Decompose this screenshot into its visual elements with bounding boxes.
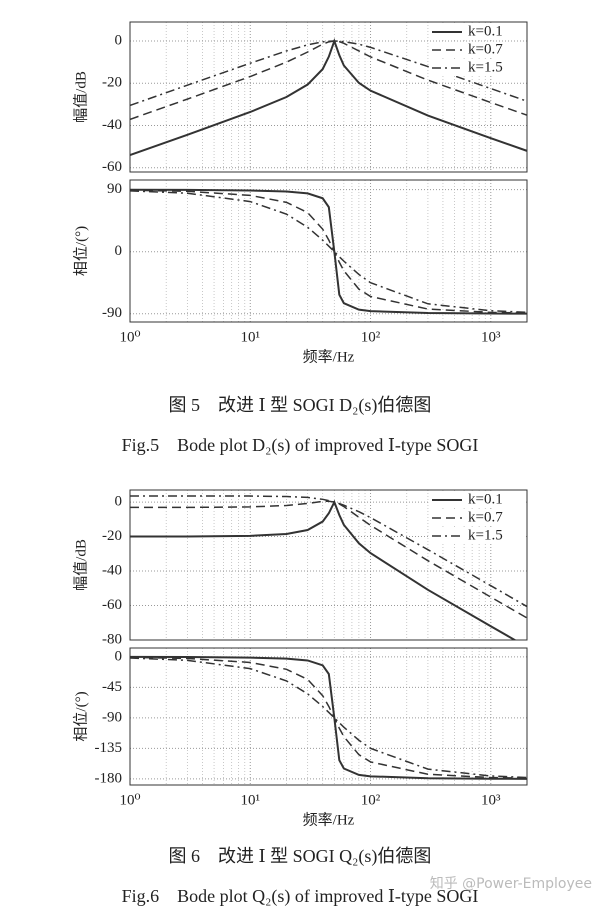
y-tick-label: -80 — [102, 631, 122, 647]
y-tick-label: 0 — [115, 243, 123, 259]
y-tick-label: 90 — [107, 181, 122, 197]
legend-bg — [429, 528, 525, 544]
legend-label: k=0.7 — [468, 509, 503, 525]
x-axis-label: 频率/Hz — [303, 348, 355, 365]
y-tick-label: -60 — [102, 159, 122, 175]
series-line — [130, 40, 527, 121]
plot-frame — [129, 179, 528, 323]
plot: 10⁰ 10¹ 10² 10³ 0 -45 -90 -135 -180 相位/(°) 频率/Hz — [72, 647, 528, 828]
y-tick-label: 0 — [115, 32, 123, 48]
x-tick-label: 10⁰ — [119, 792, 140, 808]
plot: 10⁰ 10¹ 10² 10³ 90 0 -90 相位/(°) 频率/Hz — [72, 179, 528, 365]
y-axis-label: 幅值/dB — [72, 539, 89, 591]
plot-frame — [129, 21, 528, 173]
series-line — [130, 495, 527, 608]
plot-frame — [129, 489, 528, 641]
y-tick-label: 0 — [115, 648, 123, 664]
y-axis-label: 相位/(°) — [72, 226, 89, 276]
legend-label: k=0.7 — [468, 41, 503, 57]
x-tick-label: 10¹ — [241, 329, 261, 345]
legend-bg — [429, 510, 525, 526]
caption-cn: 图 5 改进 Ⅰ 型 SOGI D₂(s)伯德图 — [169, 395, 432, 416]
y-axis-label: 相位/(°) — [72, 691, 89, 741]
y-tick-label: -45 — [102, 679, 122, 695]
y-tick-label: -60 — [102, 597, 122, 613]
legend-label: k=0.1 — [468, 23, 503, 39]
watermark: 知乎 @Power-Employee — [430, 875, 592, 892]
y-tick-label: -40 — [102, 117, 122, 133]
x-tick-label: 10¹ — [241, 792, 261, 808]
legend-bg — [429, 24, 525, 40]
legend-label: k=0.1 — [468, 491, 503, 507]
y-tick-label: -40 — [102, 562, 122, 578]
y-tick-label: -180 — [95, 770, 123, 786]
y-tick-label: 0 — [115, 494, 123, 510]
x-tick-label: 10² — [361, 329, 381, 345]
legend-bg — [429, 42, 525, 58]
y-tick-label: -20 — [102, 75, 122, 91]
x-tick-label: 10³ — [481, 329, 501, 345]
plot-frame — [129, 647, 528, 786]
y-axis-label: 幅值/dB — [72, 71, 89, 123]
legend-label: k=1.5 — [468, 59, 503, 75]
x-tick-label: 10³ — [481, 792, 501, 808]
legend-label: k=1.5 — [468, 527, 503, 543]
series-line — [130, 190, 527, 314]
y-tick-label: -20 — [102, 528, 122, 544]
legend-bg — [429, 492, 525, 508]
x-tick-label: 10² — [361, 792, 381, 808]
series-line — [130, 189, 527, 314]
plot: 0 -20 -40 -60 -80 幅值/dB k=0.1 k=0.7 k=1.5 — [72, 489, 528, 647]
x-axis-label: 频率/Hz — [303, 811, 355, 828]
series-line — [130, 656, 527, 779]
y-tick-label: -90 — [102, 709, 122, 725]
plot: 0 -20 -40 -60 幅值/dB k=0.1 k=0.7 k=1.5 — [72, 21, 528, 175]
series-line — [130, 657, 527, 779]
caption-cn: 图 6 改进 Ⅰ 型 SOGI Q₂(s)伯德图 — [169, 846, 432, 867]
y-tick-label: -90 — [102, 305, 122, 321]
caption-en: Fig.5 Bode plot D₂(s) of improved Ⅰ-type… — [122, 435, 479, 456]
legend-bg — [429, 60, 525, 76]
caption-en: Fig.6 Bode plot Q₂(s) of improved Ⅰ-type… — [122, 886, 479, 907]
series-line — [130, 40, 527, 107]
y-tick-label: -135 — [95, 740, 123, 756]
x-tick-label: 10⁰ — [119, 329, 140, 345]
